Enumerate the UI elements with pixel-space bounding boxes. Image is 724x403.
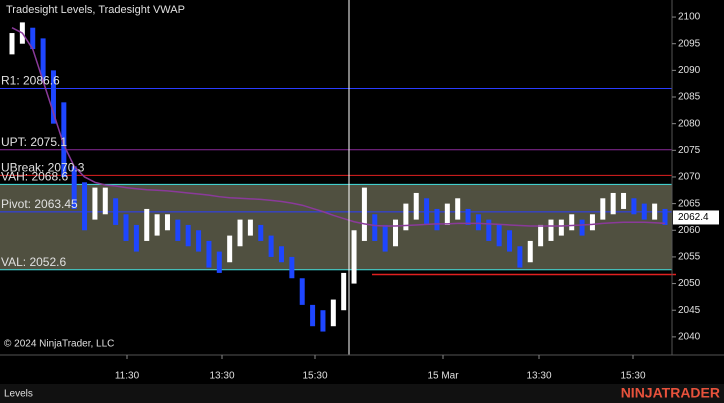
candle bbox=[40, 38, 46, 82]
candle bbox=[361, 187, 367, 241]
brand: NINJATRADER bbox=[621, 385, 720, 401]
y-tick-label: 2085 bbox=[678, 92, 701, 103]
candle bbox=[496, 224, 502, 247]
candle bbox=[102, 187, 108, 215]
candle bbox=[123, 214, 129, 241]
x-tick-label: 15:30 bbox=[302, 371, 327, 382]
y-tick-label: 2090 bbox=[678, 65, 701, 76]
candle bbox=[621, 192, 627, 209]
level-label: R1: 2086.6 bbox=[1, 74, 60, 88]
candle bbox=[164, 214, 170, 231]
candle bbox=[610, 192, 616, 215]
x-tick-label: 15 Mar bbox=[427, 371, 459, 382]
candle bbox=[61, 102, 67, 177]
candle bbox=[227, 235, 233, 263]
candle bbox=[434, 208, 440, 231]
candle bbox=[527, 240, 533, 263]
last-price-box bbox=[673, 210, 719, 225]
candle bbox=[641, 203, 647, 220]
candle bbox=[517, 246, 523, 268]
y-tick-label: 2055 bbox=[678, 252, 701, 263]
candle bbox=[507, 230, 513, 252]
tab-bar bbox=[0, 384, 724, 403]
candle bbox=[144, 208, 150, 241]
candle bbox=[216, 251, 222, 273]
candle bbox=[465, 208, 471, 225]
candle bbox=[424, 198, 430, 225]
candle bbox=[237, 219, 243, 247]
candle bbox=[133, 224, 139, 252]
candle bbox=[247, 219, 253, 236]
candle bbox=[175, 219, 181, 241]
candle bbox=[455, 198, 461, 220]
candle bbox=[50, 70, 56, 124]
candle bbox=[82, 182, 88, 231]
candle bbox=[154, 214, 160, 236]
candle bbox=[330, 299, 336, 327]
candle bbox=[444, 203, 450, 225]
y-tick-label: 2065 bbox=[678, 198, 701, 209]
y-tick-label: 2045 bbox=[678, 305, 701, 316]
copyright: © 2024 NinjaTrader, LLC bbox=[4, 339, 114, 350]
candle bbox=[589, 214, 595, 231]
candle bbox=[268, 235, 274, 257]
y-tick-label: 2070 bbox=[678, 172, 701, 183]
candle bbox=[652, 203, 658, 220]
candle bbox=[393, 219, 399, 247]
level-label: Pivot: 2063.45 bbox=[1, 197, 78, 211]
chart-title: Tradesight Levels, Tradesight VWAP bbox=[6, 4, 185, 16]
candle bbox=[310, 304, 316, 327]
candle bbox=[320, 310, 326, 332]
candle bbox=[372, 214, 378, 241]
last-price-label: 2062.4 bbox=[678, 212, 709, 223]
plot-area bbox=[0, 22, 676, 332]
candle bbox=[631, 198, 637, 215]
level-label: UPT: 2075.1 bbox=[1, 135, 67, 149]
y-tick-label: 2080 bbox=[678, 118, 701, 129]
y-tick-label: 2050 bbox=[678, 278, 701, 289]
candle bbox=[382, 224, 388, 252]
candle bbox=[71, 166, 77, 209]
y-tick-label: 2075 bbox=[678, 145, 701, 156]
candle bbox=[486, 219, 492, 241]
y-tick-label: 2095 bbox=[678, 38, 701, 49]
candle bbox=[475, 214, 481, 231]
candle bbox=[413, 192, 419, 220]
candle bbox=[113, 198, 119, 225]
x-tick-label: 13:30 bbox=[209, 371, 234, 382]
y-tick-label: 2100 bbox=[678, 12, 701, 23]
candle bbox=[278, 246, 284, 263]
candle bbox=[600, 198, 606, 220]
candle bbox=[289, 256, 295, 279]
level-label: VAH: 2068.6 bbox=[1, 170, 68, 184]
level-label: VAL: 2052.6 bbox=[1, 255, 66, 269]
y-tick-label: 2060 bbox=[678, 225, 701, 236]
x-tick-label: 15:30 bbox=[620, 371, 645, 382]
candle bbox=[258, 224, 264, 241]
candle bbox=[538, 224, 544, 247]
candle bbox=[403, 203, 409, 231]
candle bbox=[299, 278, 305, 305]
candle bbox=[558, 219, 564, 236]
candle bbox=[196, 230, 202, 252]
x-tick-label: 11:30 bbox=[115, 371, 140, 382]
candle bbox=[351, 230, 357, 284]
level-label: UBreak: 2070.3 bbox=[1, 161, 85, 175]
candle bbox=[9, 33, 15, 55]
y-tick-label: 2040 bbox=[678, 332, 701, 343]
candle bbox=[548, 219, 554, 241]
candle bbox=[341, 272, 347, 311]
candle bbox=[206, 240, 212, 268]
candle bbox=[185, 224, 191, 247]
candle bbox=[569, 214, 575, 231]
candle bbox=[662, 208, 668, 225]
tab[interactable]: Levels bbox=[4, 389, 33, 400]
candle bbox=[30, 27, 36, 50]
vwap-line bbox=[11, 27, 666, 227]
candle bbox=[579, 219, 585, 236]
x-tick-label: 13:30 bbox=[526, 371, 551, 382]
candle bbox=[92, 187, 98, 220]
